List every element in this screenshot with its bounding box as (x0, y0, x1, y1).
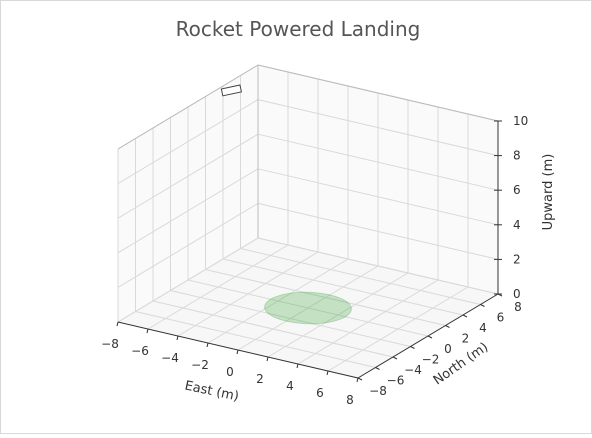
floor-gridline-y (222, 258, 464, 316)
y-tick-mark (480, 304, 485, 307)
left-wall-gridline-z (117, 237, 259, 323)
z-tick-label: 0 (513, 287, 521, 301)
x-tick-mark (266, 356, 269, 362)
chart-title: Rocket Powered Landing (176, 17, 421, 41)
y-tick-label: −6 (387, 374, 405, 388)
y-tick-label: −4 (404, 363, 422, 377)
landing-zone (264, 291, 352, 325)
y-tick-mark (375, 367, 380, 370)
z-tick-label: 10 (513, 114, 528, 128)
left-wall-gridline-z (117, 99, 259, 185)
x-tick-mark (356, 377, 359, 383)
pane-edge (257, 64, 499, 122)
axis-panes (118, 65, 498, 378)
z-tick-label: 4 (513, 218, 521, 232)
x-axis-label: East (m) (183, 379, 240, 405)
y-tick-label: 0 (444, 342, 452, 356)
z-axis-label: Upward (m) (541, 154, 556, 231)
x-tick-label: 0 (226, 365, 234, 379)
floor-gridline-y (240, 248, 481, 305)
floor-gridline-y (152, 300, 394, 358)
x-tick-label: −2 (191, 358, 209, 372)
back-wall-gridline-z (257, 99, 499, 157)
legend (220, 84, 242, 97)
y-tick-mark (427, 335, 433, 339)
x-tick-label: −4 (161, 351, 179, 365)
x-tick-label: 4 (286, 379, 294, 393)
x-tick-label: −6 (131, 344, 149, 358)
z-tick-label: 2 (513, 252, 521, 266)
y-tick-mark (445, 325, 450, 328)
y-tick-mark (357, 377, 363, 381)
back-wall-gridline-z (257, 133, 499, 191)
x-tick-mark (146, 328, 149, 334)
x-tick-mark (116, 321, 119, 327)
y-tick-label: −8 (369, 384, 387, 398)
pane-edge (117, 64, 259, 150)
x-tick-label: 6 (316, 386, 324, 400)
left-wall-gridline-z (117, 168, 259, 254)
x-tick-mark (236, 349, 239, 355)
back-wall-gridline-z (257, 202, 499, 260)
landing-zone-layer (264, 291, 352, 325)
legend-handle (220, 84, 242, 97)
floor-gridline-y (187, 279, 429, 337)
floor-gridline-y (170, 290, 411, 347)
x-tick-mark (206, 342, 209, 348)
y-tick-label: 2 (462, 332, 470, 346)
z-tick-label: 8 (513, 149, 521, 163)
y-tick-label: 6 (497, 311, 505, 325)
left-wall-gridline-z (117, 133, 259, 219)
y-tick-mark (410, 346, 415, 349)
y-tick-mark (462, 314, 468, 318)
back-wall-gridline-z (257, 168, 499, 226)
y-tick-label: −2 (422, 353, 440, 367)
x-tick-mark (326, 370, 329, 376)
y-tick-mark (392, 356, 398, 360)
y-tick-label: 8 (514, 300, 522, 314)
y-tick-label: 4 (479, 321, 487, 335)
x-tick-mark (176, 335, 179, 341)
left-wall-gridline-z (117, 202, 259, 288)
x-tick-label: 2 (256, 372, 264, 386)
y-axis-label: North (m) (431, 340, 491, 389)
back-wall-gridline-z (257, 237, 499, 295)
x-tick-label: 8 (346, 393, 354, 407)
floor-gridline-y (135, 311, 376, 368)
x-tick-mark (296, 363, 299, 369)
floor-gridline-y (205, 269, 446, 326)
x-tick-label: −8 (101, 337, 119, 351)
z-tick-label: 6 (513, 183, 521, 197)
